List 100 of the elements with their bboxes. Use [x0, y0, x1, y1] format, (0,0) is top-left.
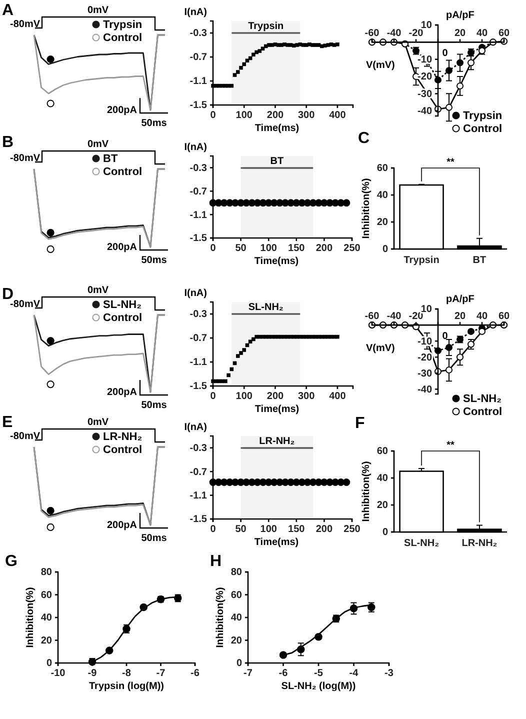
x-tick-label: -8: [122, 668, 132, 680]
y-tick-label: 40: [376, 473, 388, 484]
chart-title: A: [2, 2, 14, 19]
legend-label: Control: [103, 32, 142, 44]
y-tick-label: 40: [230, 612, 242, 624]
x-axis-title: Time(ms): [254, 404, 300, 415]
text: -80mV: [10, 153, 40, 164]
band-label: LR-NH₂: [259, 436, 295, 447]
y-tick-label: -30: [418, 368, 432, 380]
y-tick-label: -0.7: [190, 466, 208, 478]
annotation: **: [446, 440, 454, 451]
y-tick-label: 20: [376, 500, 388, 512]
y-tick-label: -20: [418, 352, 432, 364]
annotation: 200pA: [106, 520, 137, 531]
annotation: 200pA: [106, 105, 137, 116]
legend-label: Control: [103, 444, 142, 456]
x-tick-label: 40: [476, 28, 488, 40]
x-tick-label: 150: [288, 243, 306, 254]
y-tick-label: 60: [376, 446, 388, 458]
y-tick-label: -1.5: [190, 233, 208, 244]
y-tick-label: -0.3: [190, 28, 208, 40]
y-tick-label: -0.3: [190, 443, 208, 454]
x-tick-label: 200: [316, 524, 333, 536]
x-tick-label: 100: [260, 243, 278, 254]
annotation: 200pA: [106, 387, 137, 398]
y-tick-label: -1.5: [190, 514, 208, 526]
x-tick-label: 40: [476, 311, 488, 322]
x-axis-title: Time(ms): [254, 256, 299, 267]
y-axis-title: pA/pF: [446, 294, 474, 305]
y-tick-label: 60: [376, 163, 388, 174]
x-tick-label: 300: [298, 391, 316, 402]
x-tick-label: 0: [210, 524, 216, 536]
text: 0mV: [87, 5, 109, 16]
band-label: Trypsin: [248, 21, 284, 32]
y-tick-label: -0.7: [190, 186, 208, 198]
text: 50ms: [141, 400, 168, 411]
x-axis-title: V(mV): [366, 60, 395, 72]
x-axis-title: Trypsin (log(M)): [89, 681, 164, 692]
y-tick-label: 60: [40, 590, 52, 601]
chart-title: C: [358, 130, 370, 147]
annotation: 0: [442, 48, 448, 60]
x-tick-label: -6: [278, 668, 288, 680]
y-tick-label: 40: [376, 190, 388, 202]
legend-label: LR-NH₂: [103, 431, 142, 443]
x-axis-title: Time(ms): [254, 123, 300, 134]
text: 50ms: [141, 118, 168, 129]
x-tick-label: -60: [364, 311, 380, 322]
legend-label: BT: [103, 153, 118, 165]
y-tick-label: -1.1: [190, 210, 208, 221]
y-axis-title: I(nA): [184, 7, 207, 18]
y-tick-label: 80: [40, 567, 52, 578]
x-tick-label: 0: [210, 110, 216, 122]
x-tick-label: -10: [50, 668, 66, 680]
x-tick-label: 200: [266, 391, 284, 402]
x-tick-label: 0: [210, 243, 216, 254]
y-axis-title: I(nA): [184, 288, 207, 299]
y-axis-title: pA/pF: [446, 10, 474, 21]
x-tick-label: -60: [364, 28, 380, 40]
y-axis-title: I(nA): [184, 422, 207, 433]
x-tick-label: 200: [316, 243, 333, 254]
x-tick-label: -20: [408, 28, 424, 40]
x-tick-label: 20: [454, 311, 466, 322]
legend-label: Trypsin: [103, 19, 142, 31]
y-axis-title: Inhibition(%): [361, 178, 372, 239]
y-tick-label: 0: [46, 658, 52, 670]
y-tick-label: -0.7: [190, 333, 208, 344]
x-tick-label: 20: [454, 28, 466, 40]
band-label: SL-NH₂: [248, 302, 284, 313]
x-tick-label: -4: [349, 668, 359, 680]
text: 0mV: [87, 417, 109, 428]
x-tick-label: -3: [384, 668, 394, 680]
x-axis-title: Time(ms): [254, 537, 299, 548]
legend-label: Control: [103, 312, 142, 324]
text: -80mV: [10, 19, 40, 30]
y-tick-label: 0: [236, 658, 242, 670]
x-tick-label: 60: [498, 28, 510, 40]
y-tick-label: -1.1: [190, 76, 208, 88]
x-tick-label: 50: [235, 243, 247, 254]
y-axis-title: Inhibition(%): [361, 461, 372, 522]
annotation: 200pA: [106, 242, 137, 253]
x-tick-label: 400: [329, 110, 346, 122]
x-tick-label: 60: [498, 311, 510, 322]
y-axis-title: Inhibition(%): [215, 587, 226, 648]
y-tick-label: -0.7: [190, 52, 208, 64]
x-axis-title: V(mV): [366, 343, 395, 354]
y-tick-label: 20: [40, 635, 52, 646]
y-tick-label: -40: [418, 384, 432, 396]
annotation: 0: [442, 331, 448, 342]
x-tick-label: 250: [344, 524, 361, 536]
y-tick-label: -1.5: [190, 100, 208, 112]
x-tick-label: 100: [260, 524, 278, 536]
x-tick-label: 150: [288, 524, 306, 536]
y-tick-label: 40: [40, 612, 52, 624]
y-tick-label: 80: [230, 567, 242, 578]
x-tick-label: -9: [88, 668, 98, 680]
text: 50ms: [141, 533, 168, 544]
x-tick-label: 100: [236, 391, 253, 402]
text: 0mV: [87, 285, 109, 296]
legend-label: Control: [463, 406, 502, 418]
x-tick-label: -7: [244, 668, 253, 680]
